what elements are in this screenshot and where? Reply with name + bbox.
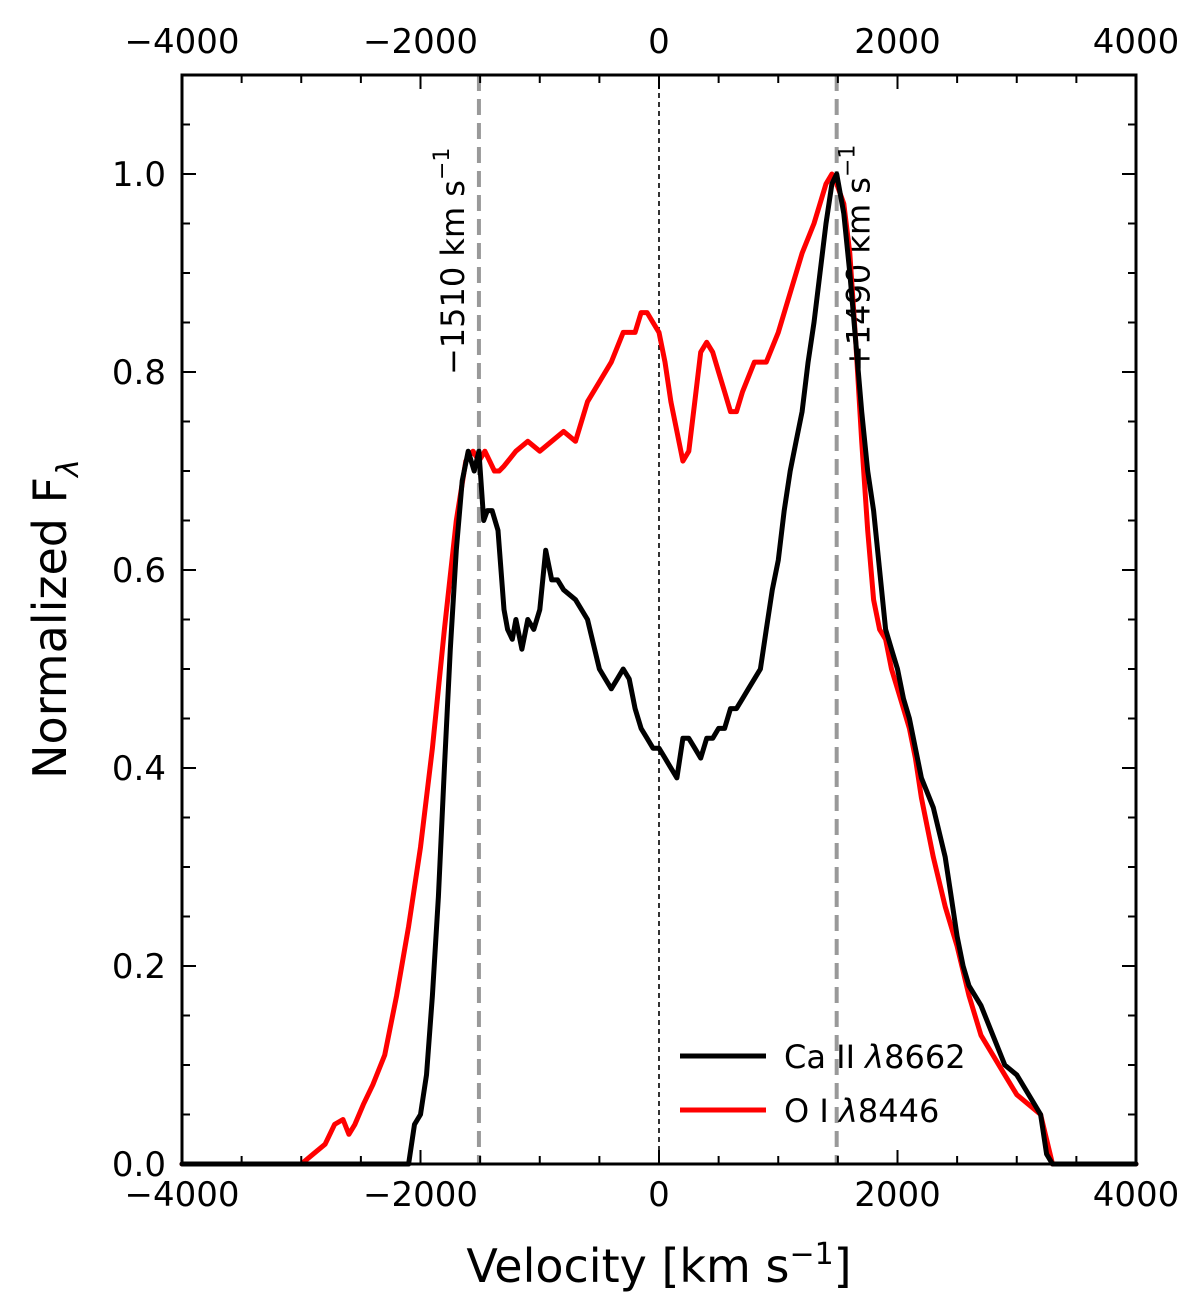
x-top-tick-label: 0	[648, 22, 670, 62]
x-top-tick-label: −2000	[363, 22, 478, 62]
y-tick-label: 0.4	[112, 749, 166, 789]
axis-labels: Velocity [km s−1] Normalized Fλ	[23, 459, 852, 1293]
x-top-tick-label: 2000	[854, 22, 941, 62]
y-tick-label: 1.0	[112, 155, 166, 195]
y-tick-label: 0.2	[112, 947, 166, 987]
x-tick-label: 0	[648, 1175, 670, 1215]
axis-ticks: −4000 −4000 −2000 −2000 0 0 2000 2000 4000 4000 0.…	[112, 22, 1179, 1215]
x-tick-label: 2000	[854, 1175, 941, 1215]
y-tick-label: 0.8	[112, 353, 166, 393]
x-tick-label: −4000	[124, 1175, 239, 1215]
reference-lines: −1510 km s−1+1490 km s−1	[430, 75, 878, 1164]
reference-line-label: −1510 km s−1	[430, 148, 472, 375]
x-top-tick-label: 4000	[1093, 22, 1180, 62]
x-axis-title: Velocity [km s−1]	[466, 1237, 851, 1293]
y-axis-title: Normalized Fλ	[23, 459, 86, 779]
legend: Ca II λ8662 O I λ8446	[680, 1038, 966, 1130]
x-top-tick-label: −4000	[124, 22, 239, 62]
y-tick-label: 0.0	[112, 1145, 166, 1185]
legend-label: O I λ8446	[784, 1092, 939, 1130]
y-tick-label: 0.6	[112, 551, 166, 591]
legend-label: Ca II λ8662	[784, 1038, 966, 1076]
series-line-ca-ii-8662	[179, 171, 1139, 1167]
x-tick-label: −2000	[363, 1175, 478, 1215]
series-layer	[179, 171, 1139, 1167]
x-tick-label: 4000	[1093, 1175, 1180, 1215]
